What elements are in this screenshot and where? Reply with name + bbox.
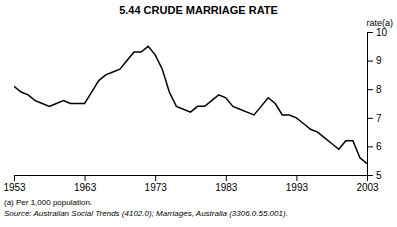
y-tick: 9 (367, 55, 382, 66)
y-tick: 8 (367, 84, 382, 95)
y-axis: 5 6 7 8 9 10 (367, 27, 388, 181)
x-axis-line (15, 176, 368, 182)
x-tick-mark (226, 175, 227, 181)
y-tick: 10 (367, 27, 388, 38)
x-tick: 1953 (3, 175, 26, 193)
x-tick-label: 1953 (3, 182, 26, 193)
line (14, 46, 367, 163)
y-tick-mark (367, 175, 373, 176)
y-tick-label: 6 (376, 141, 382, 152)
x-tick-label: 1993 (286, 182, 309, 193)
y-tick-mark (367, 89, 373, 90)
x-tick: 1983 (215, 175, 238, 193)
y-tick: 6 (367, 141, 382, 152)
y-tick-label: 9 (376, 55, 382, 66)
y-tick-label: 8 (376, 84, 382, 95)
x-tick-label: 1973 (145, 182, 168, 193)
y-axis-line (368, 33, 374, 176)
y-tick-label: 5 (376, 170, 382, 181)
x-tick-mark (85, 175, 86, 181)
chart: 5.44 CRUDE MARRIAGE RATE 1953 1963 1973 1983… (0, 0, 397, 227)
y-axis-label: rate(a) (366, 18, 393, 28)
x-axis: 1953 1963 1973 1983 1993 2003 (3, 175, 379, 193)
y-tick: 7 (367, 113, 382, 124)
y-tick-label: 7 (376, 113, 382, 124)
x-tick: 1963 (74, 175, 97, 193)
footnote: (a) Per 1,000 population. (4, 198, 92, 207)
plot: 1953 1963 1973 1983 1993 20035 6 7 8 9 10 (3, 27, 387, 193)
y-tick-label: 10 (376, 27, 388, 38)
y-tick: 5 (367, 170, 382, 181)
footnote: Source: Australian Social Trends (4102.0… (4, 209, 288, 218)
x-tick: 1993 (286, 175, 309, 193)
y-tick-mark (367, 32, 373, 33)
x-tick-label: 2003 (356, 182, 379, 193)
x-tick-mark (296, 175, 297, 181)
x-tick-label: 1963 (74, 182, 97, 193)
y-tick-mark (367, 61, 373, 62)
y-tick-mark (367, 146, 373, 147)
x-tick-label: 1983 (215, 182, 238, 193)
title: 5.44 CRUDE MARRIAGE RATE (119, 4, 278, 16)
x-tick-mark (14, 175, 15, 181)
x-tick-mark (155, 175, 156, 181)
x-tick: 1973 (145, 175, 168, 193)
lines (14, 46, 367, 163)
y-tick-mark (367, 118, 373, 119)
